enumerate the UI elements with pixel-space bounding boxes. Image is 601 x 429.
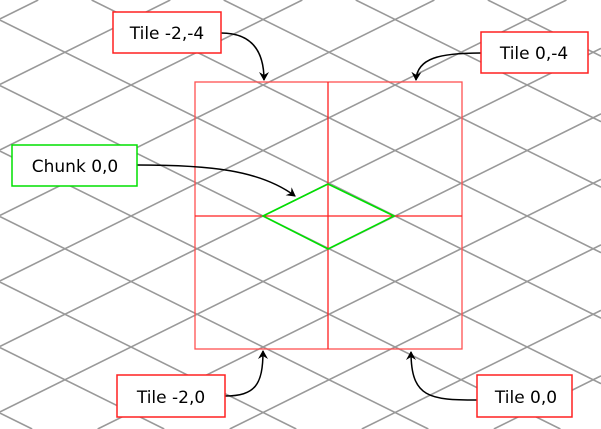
grid-line [355, 0, 601, 123]
grid-line [229, 244, 601, 429]
grid-line [0, 0, 303, 151]
chunk-diamond [261, 183, 396, 250]
arrow-tile-0-0 [406, 351, 478, 401]
label-tile-0-0: Tile 0,0 [476, 374, 573, 418]
arrows [136, 32, 482, 401]
label-tile-m2-m4: Tile -2,-4 [112, 11, 222, 54]
grid-line [361, 309, 601, 429]
grid-line [0, 215, 429, 429]
grid-line [0, 0, 39, 20]
tile-square [194, 81, 463, 350]
arrow-tile-0-m4 [411, 52, 482, 81]
grid-line [0, 19, 601, 319]
arrow-tile-m2-0 [224, 350, 268, 397]
label-text: Tile 0,0 [494, 388, 557, 408]
arrow-chunk-0-0 [136, 164, 296, 197]
arrow-tile-m2-m4 [220, 32, 269, 81]
label-text: Tile 0,-4 [499, 44, 568, 64]
grid-line [0, 113, 601, 413]
grid-line [223, 0, 601, 188]
label-tile-0-m4: Tile 0,-4 [480, 31, 589, 74]
label-text: Tile -2,-4 [129, 24, 204, 44]
label-tile-m2-0: Tile -2,0 [116, 374, 226, 418]
grid-line [0, 0, 567, 282]
label-text: Chunk 0,0 [32, 157, 118, 177]
grid-line [0, 412, 33, 429]
label-text: Tile -2,0 [136, 388, 205, 408]
grid-line [0, 150, 561, 429]
label-chunk-0-0: Chunk 0,0 [11, 144, 138, 187]
grid-line [0, 281, 297, 429]
